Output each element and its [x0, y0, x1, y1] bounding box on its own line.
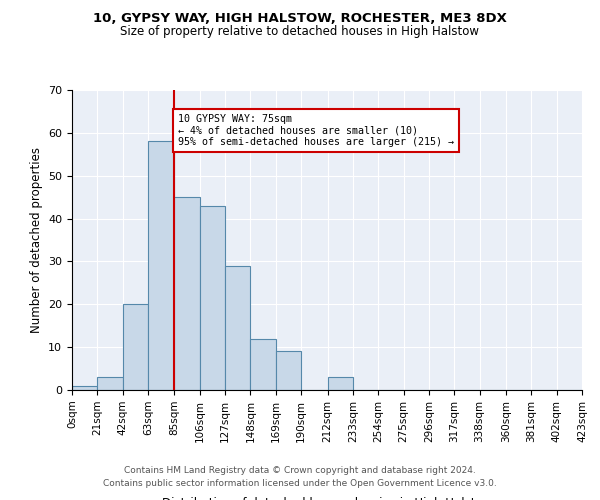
Bar	[276, 352, 301, 390]
Bar	[250, 338, 276, 390]
Bar	[72, 386, 97, 390]
Text: 10 GYPSY WAY: 75sqm
← 4% of detached houses are smaller (10)
95% of semi-detache: 10 GYPSY WAY: 75sqm ← 4% of detached hou…	[178, 114, 454, 147]
Y-axis label: Number of detached properties: Number of detached properties	[29, 147, 43, 333]
Bar	[122, 304, 148, 390]
Bar	[97, 377, 122, 390]
Bar	[328, 377, 353, 390]
Bar	[225, 266, 250, 390]
Bar	[175, 197, 200, 390]
Text: Contains HM Land Registry data © Crown copyright and database right 2024.
Contai: Contains HM Land Registry data © Crown c…	[103, 466, 497, 487]
Bar	[148, 142, 175, 390]
Bar	[200, 206, 225, 390]
Text: Size of property relative to detached houses in High Halstow: Size of property relative to detached ho…	[121, 25, 479, 38]
Text: 10, GYPSY WAY, HIGH HALSTOW, ROCHESTER, ME3 8DX: 10, GYPSY WAY, HIGH HALSTOW, ROCHESTER, …	[93, 12, 507, 26]
X-axis label: Distribution of detached houses by size in High Halstow: Distribution of detached houses by size …	[162, 498, 492, 500]
